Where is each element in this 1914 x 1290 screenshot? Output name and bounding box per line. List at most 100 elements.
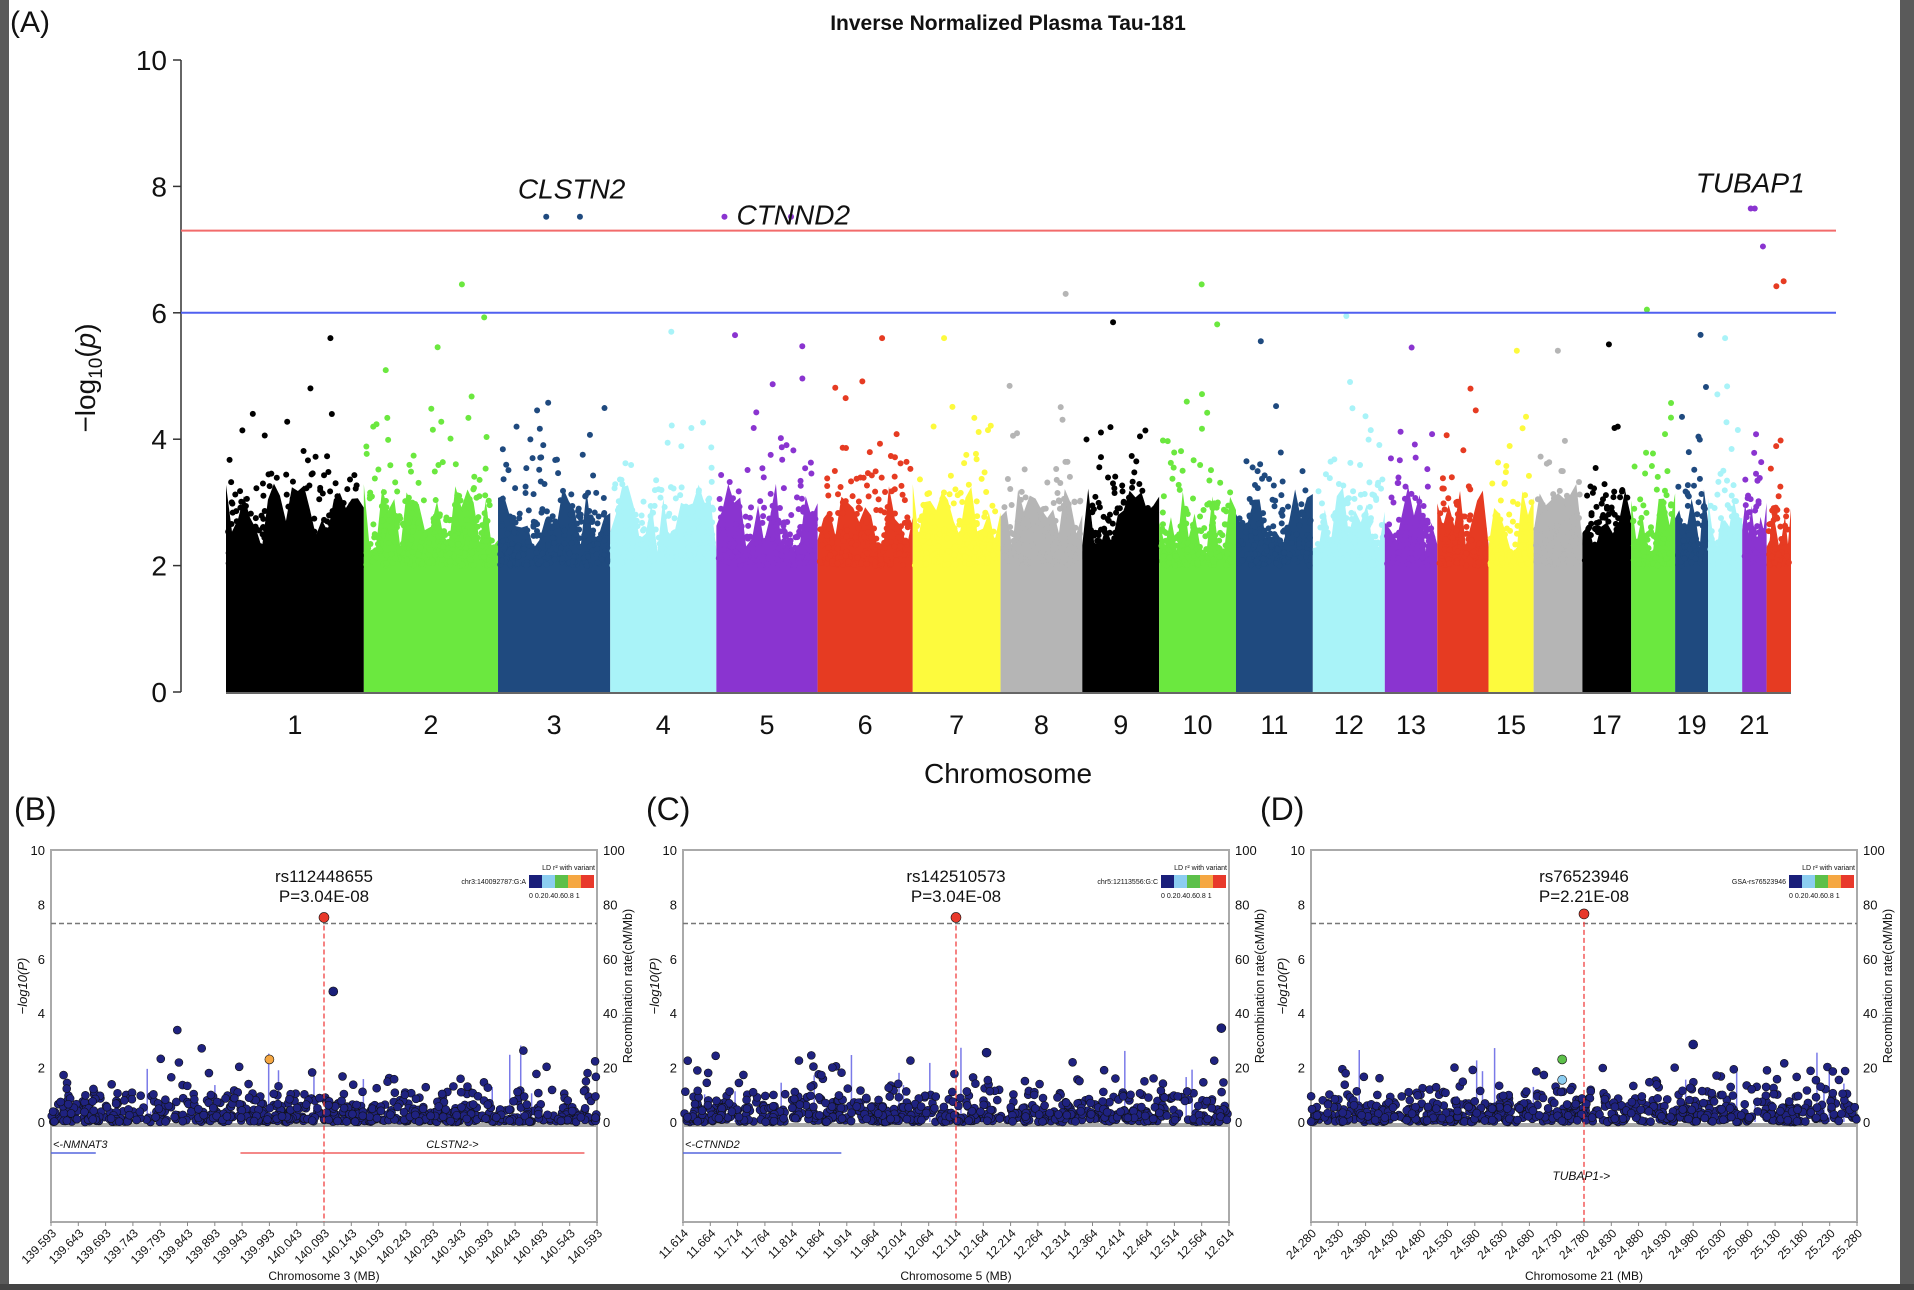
snp-point bbox=[783, 547, 790, 554]
snp-point bbox=[1162, 537, 1169, 544]
snp-point bbox=[1411, 533, 1418, 540]
snp-point bbox=[482, 492, 489, 499]
snp-point bbox=[392, 534, 399, 541]
snp-point bbox=[772, 549, 779, 556]
snp-point bbox=[924, 533, 931, 540]
snp-point bbox=[399, 520, 406, 527]
chromosome-3-points bbox=[497, 213, 612, 692]
snp-point bbox=[1419, 554, 1426, 561]
snp-point bbox=[1343, 515, 1350, 522]
snp-point bbox=[1701, 536, 1708, 543]
snp-point bbox=[1193, 1101, 1203, 1111]
snp-point bbox=[1654, 562, 1661, 569]
y2-tick-label: 20 bbox=[1235, 1061, 1249, 1076]
snp-point bbox=[1622, 547, 1629, 554]
snp-point bbox=[742, 552, 749, 559]
snp-point bbox=[1009, 1090, 1018, 1099]
snp-point bbox=[1593, 519, 1600, 526]
snp-point bbox=[1397, 428, 1404, 435]
snp-point bbox=[1781, 538, 1788, 545]
snp-point bbox=[832, 384, 839, 391]
snp-point bbox=[1429, 556, 1436, 563]
snp-point bbox=[884, 515, 891, 522]
snp-point bbox=[1189, 548, 1196, 555]
snp-point bbox=[1303, 550, 1310, 557]
snp-point bbox=[414, 1117, 424, 1126]
snp-point bbox=[668, 545, 675, 552]
snp-point bbox=[814, 1093, 824, 1102]
y2-tick-label: 40 bbox=[1235, 1006, 1249, 1021]
snp-point bbox=[1027, 559, 1034, 566]
snp-point bbox=[1419, 512, 1426, 519]
snp-point bbox=[1714, 560, 1721, 567]
snp-point bbox=[1702, 522, 1709, 529]
snp-point bbox=[441, 528, 448, 535]
snp-point bbox=[1365, 436, 1372, 443]
snp-point bbox=[1621, 529, 1628, 536]
snp-point bbox=[956, 517, 963, 524]
snp-point bbox=[1708, 539, 1715, 546]
snp-point bbox=[102, 1102, 112, 1112]
snp-point bbox=[243, 552, 250, 559]
snp-point bbox=[1265, 525, 1272, 532]
snp-point bbox=[135, 1107, 145, 1116]
snp-point bbox=[1128, 544, 1135, 551]
snp-point bbox=[904, 514, 911, 521]
snp-point bbox=[1513, 530, 1520, 537]
snp-point bbox=[232, 491, 239, 498]
snp-point bbox=[383, 560, 390, 567]
snp-point bbox=[1170, 543, 1177, 550]
snp-point bbox=[561, 531, 568, 538]
panel-label: (B) bbox=[14, 791, 57, 827]
snp-point bbox=[323, 534, 330, 541]
snp-point bbox=[953, 533, 960, 540]
snp-point bbox=[1561, 437, 1568, 444]
snp-point bbox=[616, 476, 623, 483]
snp-point bbox=[375, 535, 382, 542]
snp-point bbox=[300, 447, 307, 454]
snp-point bbox=[828, 1063, 837, 1072]
snp-point bbox=[471, 473, 478, 480]
snp-point bbox=[463, 516, 470, 523]
snp-point bbox=[516, 510, 523, 517]
snp-point bbox=[929, 552, 936, 559]
snp-point bbox=[1159, 509, 1166, 516]
snp-point bbox=[412, 501, 419, 508]
chromosome-8-points bbox=[1000, 290, 1084, 692]
snp-point bbox=[89, 1106, 99, 1115]
top-snp-point bbox=[1467, 385, 1474, 392]
snp-point bbox=[1770, 505, 1777, 512]
snp-point bbox=[371, 475, 378, 482]
snp-point bbox=[1611, 425, 1618, 432]
snp-point bbox=[1495, 459, 1502, 466]
chromosome-20-points bbox=[1707, 335, 1743, 692]
snp-point bbox=[590, 1057, 600, 1066]
snp-point bbox=[1204, 501, 1211, 508]
snp-point bbox=[111, 1099, 121, 1108]
snp-point bbox=[232, 533, 239, 540]
snp-point bbox=[1137, 1102, 1146, 1112]
snp-point bbox=[434, 344, 441, 351]
snp-point bbox=[1150, 530, 1157, 537]
snp-point bbox=[992, 508, 999, 515]
snp-point bbox=[541, 480, 548, 487]
snp-point bbox=[1277, 537, 1284, 544]
snp-point bbox=[1278, 492, 1285, 499]
snp-point bbox=[1622, 536, 1629, 543]
snp-point bbox=[1147, 538, 1154, 545]
snp-point bbox=[326, 551, 333, 558]
snp-point bbox=[534, 407, 541, 414]
snp-point bbox=[1462, 544, 1469, 551]
snp-point bbox=[1198, 555, 1205, 562]
gene-label: <-NMNAT3 bbox=[53, 1139, 108, 1151]
snp-point bbox=[523, 562, 530, 569]
snp-point bbox=[389, 559, 396, 566]
snp-point bbox=[242, 502, 249, 509]
snp-point bbox=[1588, 520, 1595, 527]
snp-point bbox=[261, 534, 268, 541]
ld-reference: chr3:140092787:G:A bbox=[461, 879, 526, 886]
snp-point bbox=[1539, 513, 1546, 520]
snp-point bbox=[1528, 499, 1535, 506]
snp-point bbox=[482, 465, 489, 472]
snp-point bbox=[666, 554, 673, 561]
